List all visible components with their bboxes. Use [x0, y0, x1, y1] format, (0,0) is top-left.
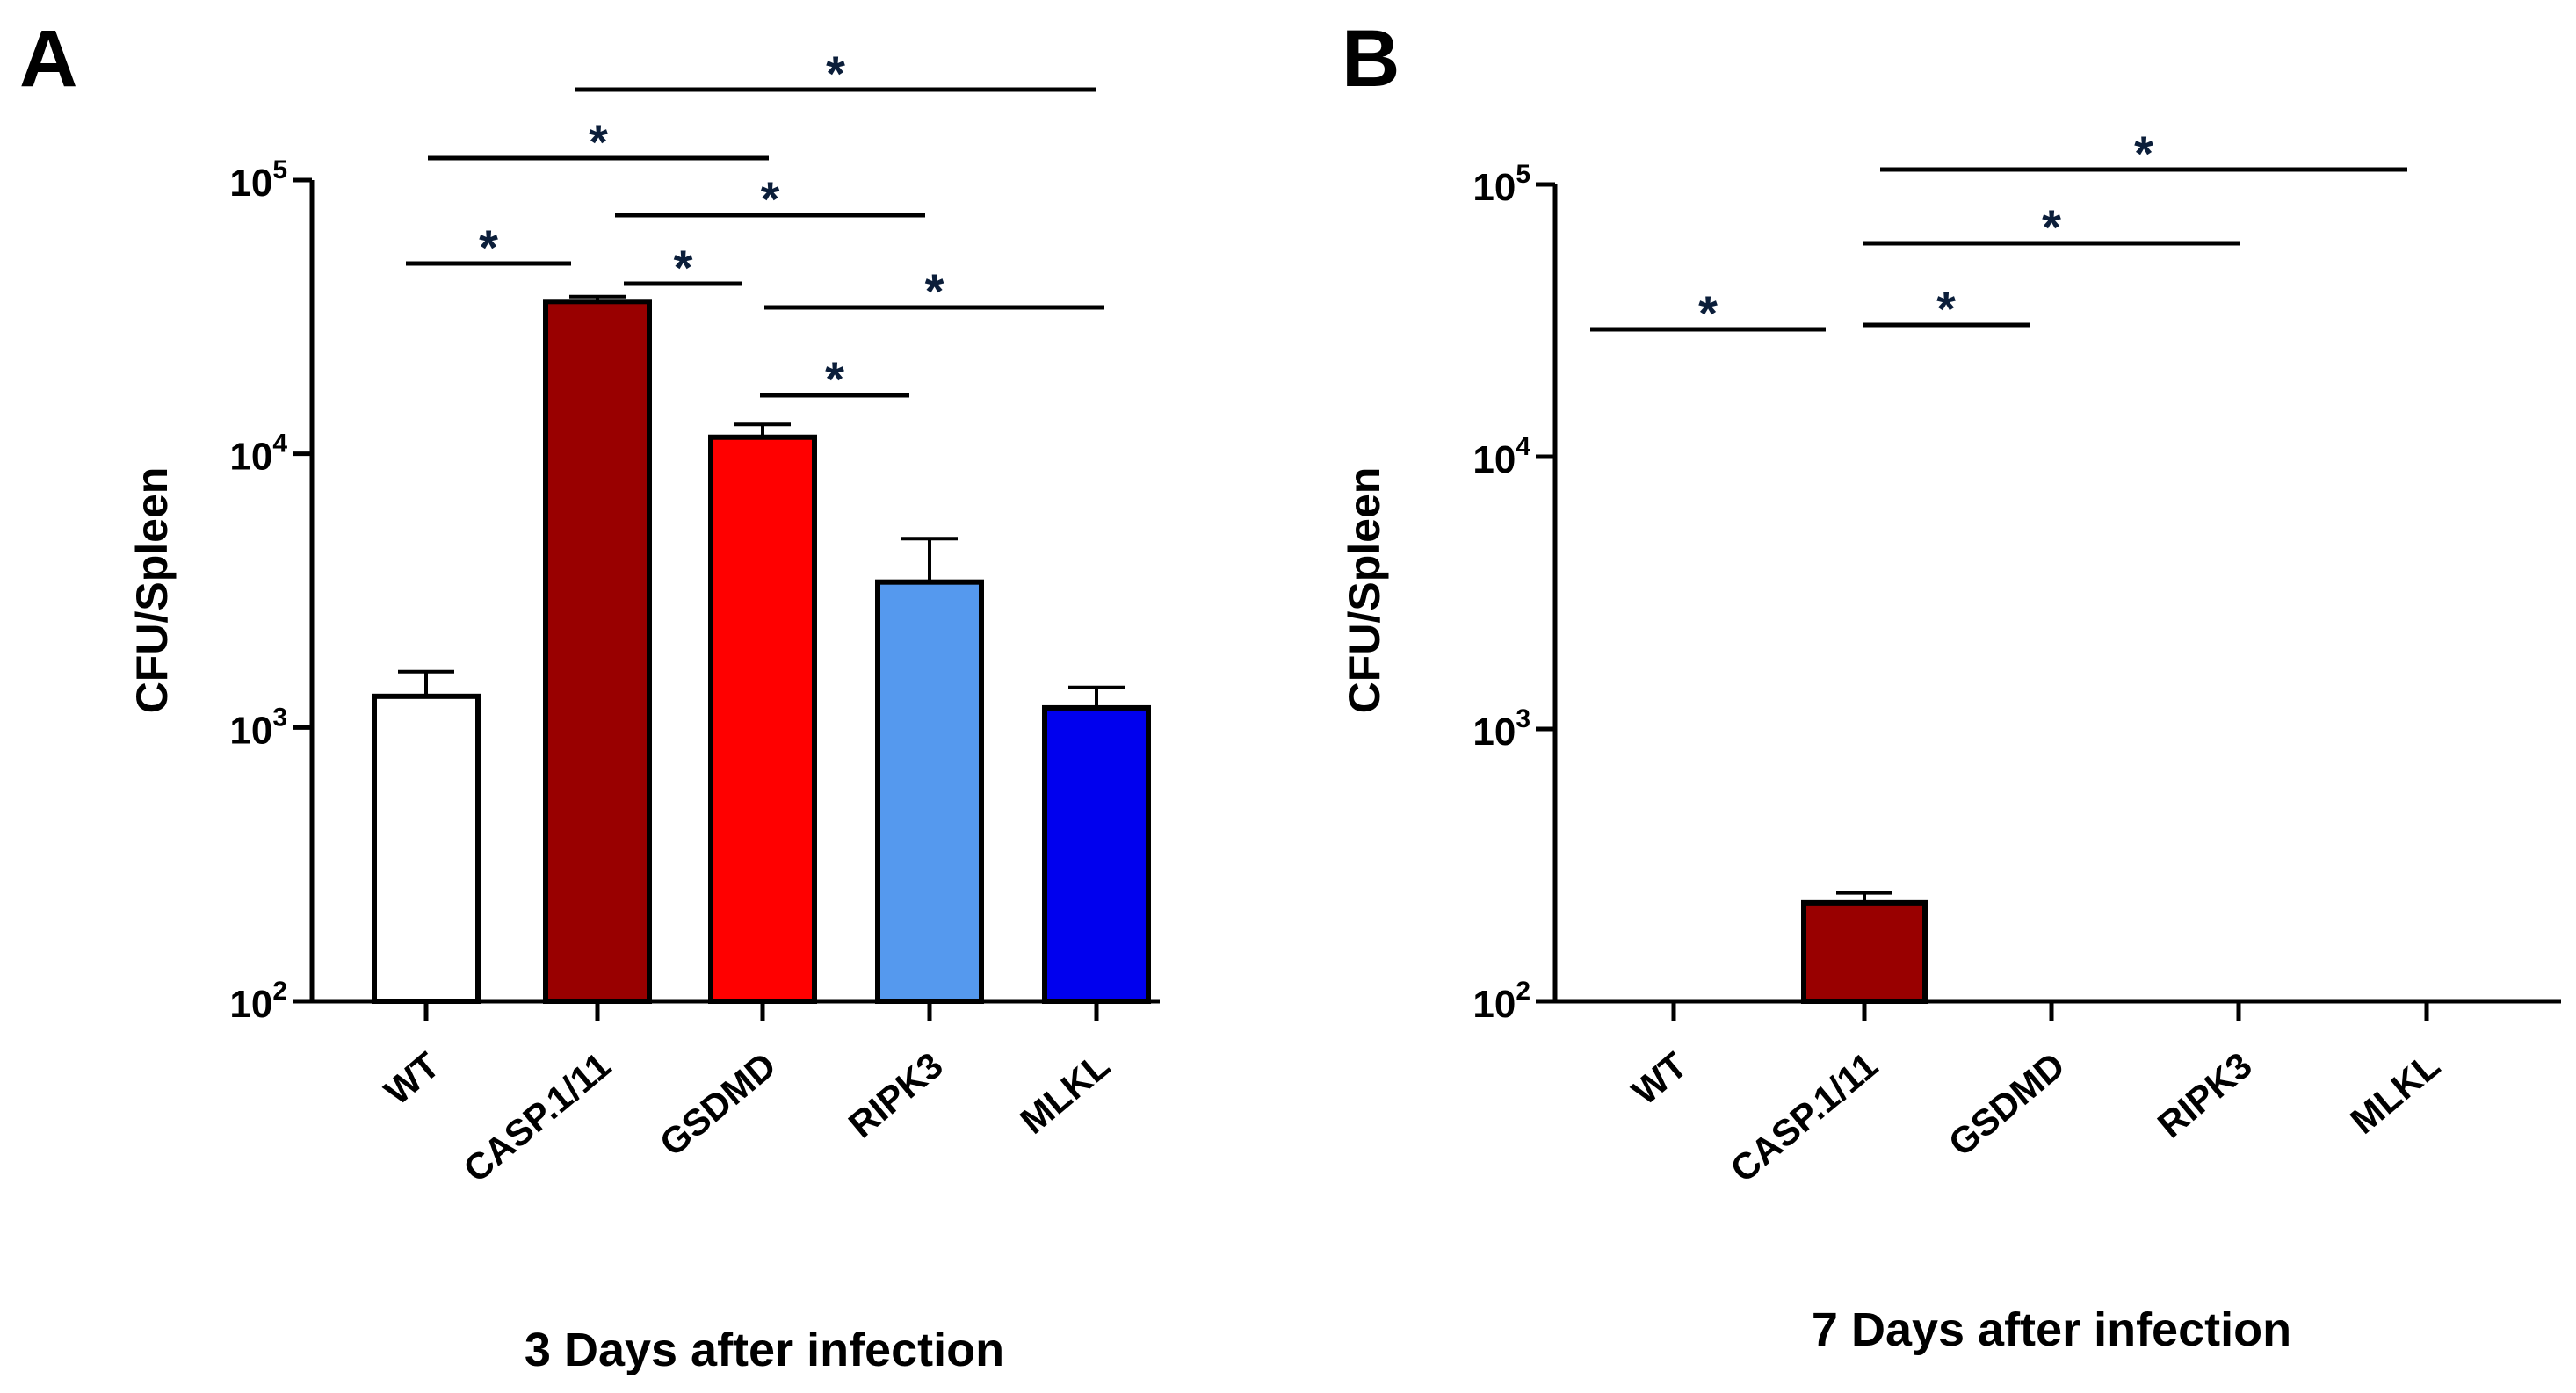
y-tick-base: 10	[229, 436, 272, 479]
y-axis-label: CFU/Spleen	[1340, 467, 1389, 714]
significance-star: *	[1698, 285, 1718, 341]
x-tick-label: MLKL	[2342, 1044, 2448, 1142]
x-tick-label: CASP.1/11	[456, 1044, 619, 1190]
y-tick-exp: 3	[1516, 704, 1530, 733]
significance-star: *	[826, 46, 845, 101]
bar-casp-1-11	[543, 299, 652, 1004]
y-tick-label: 103	[229, 703, 287, 752]
x-tick-label: GSDMD	[1941, 1044, 2073, 1165]
x-tick-label: GSDMD	[652, 1044, 784, 1165]
x-tick-label: WT	[377, 1044, 447, 1113]
y-tick-exp: 2	[1516, 977, 1530, 1006]
bar-ripk3	[875, 579, 984, 1005]
significance-star: *	[479, 220, 498, 275]
y-tick-exp: 2	[272, 977, 287, 1006]
panel-label: B	[1342, 14, 1400, 104]
x-axis-label: 3 Days after infection	[525, 1324, 1004, 1376]
y-tick-label: 105	[229, 155, 287, 205]
y-tick-exp: 4	[272, 429, 287, 458]
y-tick-label: 102	[1473, 977, 1530, 1026]
x-tick-label: RIPK3	[841, 1044, 951, 1146]
significance-star: *	[925, 263, 944, 319]
bar-gsdmd	[708, 434, 817, 1005]
y-axis-label: CFU/Spleen	[127, 467, 177, 714]
bar-mlkl	[1042, 704, 1151, 1004]
bar-casp-1-11	[1801, 899, 1928, 1005]
bar-wt	[372, 693, 481, 1004]
y-tick-label: 104	[1473, 432, 1530, 481]
y-tick-base: 10	[229, 983, 272, 1026]
significance-star: *	[2042, 199, 2061, 255]
x-tick-label: MLKL	[1012, 1044, 1118, 1142]
y-tick-label: 103	[1473, 704, 1530, 754]
y-tick-base: 10	[1473, 983, 1516, 1026]
y-tick-exp: 3	[272, 703, 287, 732]
x-axis-label: 7 Days after infection	[1812, 1303, 2291, 1356]
panel-label: A	[19, 14, 77, 104]
x-tick-label: WT	[1624, 1044, 1695, 1113]
y-tick-exp: 4	[1516, 432, 1530, 461]
y-tick-label: 102	[229, 977, 287, 1026]
y-tick-base: 10	[1473, 711, 1516, 754]
y-tick-exp: 5	[272, 155, 287, 184]
significance-star: *	[2134, 126, 2153, 181]
y-tick-exp: 5	[1516, 160, 1530, 189]
y-tick-base: 10	[229, 709, 272, 752]
y-tick-base: 10	[1473, 166, 1516, 209]
x-tick-label: CASP.1/11	[1723, 1044, 1885, 1190]
significance-star: *	[589, 114, 608, 170]
y-tick-base: 10	[1473, 438, 1516, 481]
significance-star: *	[1936, 281, 1956, 336]
significance-star: *	[825, 351, 844, 407]
y-tick-label: 105	[1473, 160, 1530, 209]
significance-star: *	[761, 171, 780, 227]
y-tick-label: 104	[229, 429, 287, 479]
significance-star: *	[674, 240, 693, 295]
x-tick-label: RIPK3	[2150, 1044, 2260, 1146]
y-tick-base: 10	[229, 162, 272, 205]
